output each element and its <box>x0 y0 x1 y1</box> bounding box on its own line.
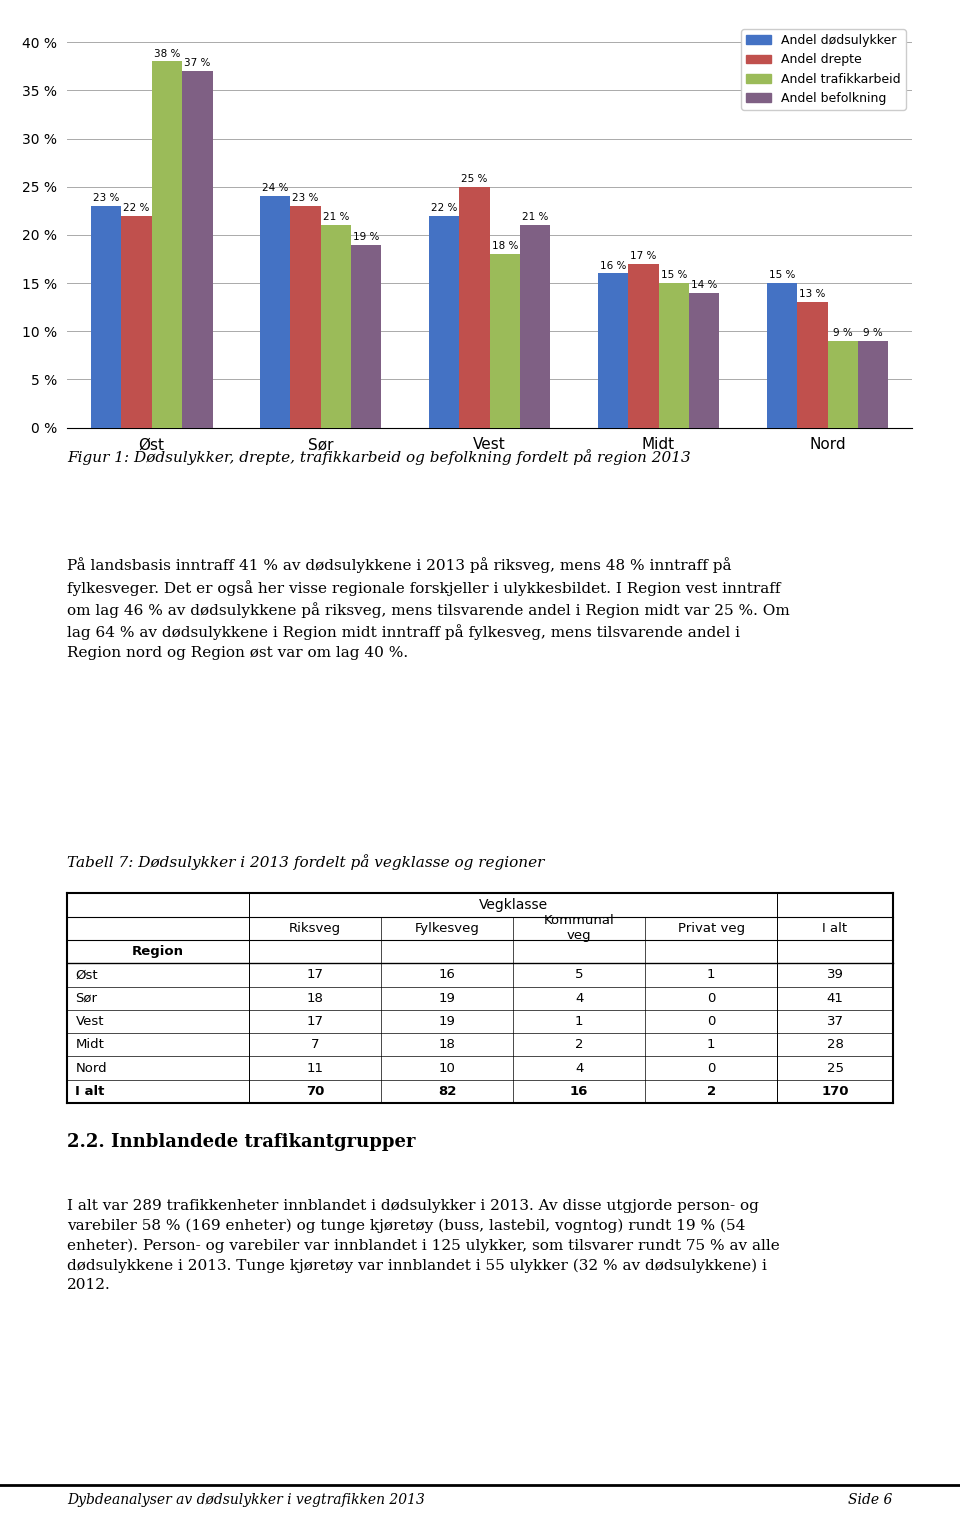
Text: 82: 82 <box>438 1084 456 1098</box>
Text: 19 %: 19 % <box>353 232 379 241</box>
Bar <box>689 293 719 428</box>
Text: 37: 37 <box>827 1015 844 1028</box>
Bar <box>797 302 828 428</box>
Text: 22 %: 22 % <box>431 203 457 212</box>
Text: 17 %: 17 % <box>630 250 657 261</box>
Text: 16: 16 <box>439 968 455 982</box>
Text: 2: 2 <box>707 1084 716 1098</box>
Text: 7: 7 <box>311 1038 319 1051</box>
Text: Vest: Vest <box>76 1015 104 1028</box>
Text: 25: 25 <box>827 1061 844 1075</box>
Text: 22 %: 22 % <box>123 203 150 212</box>
Text: 23 %: 23 % <box>93 192 119 203</box>
Text: Privat veg: Privat veg <box>678 922 745 935</box>
Text: Øst: Øst <box>76 968 98 982</box>
Bar <box>152 61 182 428</box>
Text: Riksveg: Riksveg <box>289 922 341 935</box>
Text: I alt var 289 trafikkenheter innblandet i dødsulykker i 2013. Av disse utgjorde : I alt var 289 trafikkenheter innblandet … <box>67 1199 780 1292</box>
Text: 10: 10 <box>439 1061 455 1075</box>
Text: 1: 1 <box>707 1038 715 1051</box>
Text: Sør: Sør <box>76 991 98 1005</box>
Text: 25 %: 25 % <box>461 174 488 183</box>
Text: 18: 18 <box>306 991 324 1005</box>
Bar <box>121 215 152 428</box>
Text: Midt: Midt <box>76 1038 105 1051</box>
Text: 1: 1 <box>575 1015 584 1028</box>
Text: 11: 11 <box>306 1061 324 1075</box>
Text: 39: 39 <box>827 968 844 982</box>
Text: Fylkesveg: Fylkesveg <box>415 922 479 935</box>
Text: 24 %: 24 % <box>262 183 288 194</box>
Bar <box>767 282 797 428</box>
Text: 13 %: 13 % <box>799 290 826 299</box>
Text: 15 %: 15 % <box>769 270 795 279</box>
Bar <box>459 186 490 428</box>
Text: 19: 19 <box>439 991 455 1005</box>
Text: 2: 2 <box>575 1038 584 1051</box>
Text: 4: 4 <box>575 1061 584 1075</box>
Bar <box>351 244 381 428</box>
Text: 9 %: 9 % <box>863 328 883 337</box>
Text: Figur 1: Dødsulykker, drepte, trafikkarbeid og befolkning fordelt på region 2013: Figur 1: Dødsulykker, drepte, trafikkarb… <box>67 449 691 464</box>
Text: 21 %: 21 % <box>522 212 548 223</box>
Text: 18 %: 18 % <box>492 241 518 252</box>
Text: 41: 41 <box>827 991 844 1005</box>
Bar <box>858 341 888 428</box>
Text: Vegklasse: Vegklasse <box>478 898 547 912</box>
Text: 0: 0 <box>707 991 715 1005</box>
Bar <box>659 282 689 428</box>
Text: 23 %: 23 % <box>292 192 319 203</box>
Text: Tabell 7: Dødsulykker i 2013 fordelt på vegklasse og regioner: Tabell 7: Dødsulykker i 2013 fordelt på … <box>67 855 544 870</box>
Text: Region: Region <box>132 945 184 957</box>
Text: 17: 17 <box>306 968 324 982</box>
Bar <box>91 206 121 428</box>
Bar <box>321 224 351 428</box>
Legend: Andel dødsulykker, Andel drepte, Andel trafikkarbeid, Andel befolkning: Andel dødsulykker, Andel drepte, Andel t… <box>741 29 905 110</box>
Text: 170: 170 <box>821 1084 849 1098</box>
Text: I alt: I alt <box>823 922 848 935</box>
Bar <box>429 215 459 428</box>
Text: 17: 17 <box>306 1015 324 1028</box>
Text: 1: 1 <box>707 968 715 982</box>
Text: 19: 19 <box>439 1015 455 1028</box>
Text: 9 %: 9 % <box>833 328 852 337</box>
Bar <box>290 206 321 428</box>
Text: 0: 0 <box>707 1015 715 1028</box>
Text: 0: 0 <box>707 1061 715 1075</box>
Bar <box>490 253 520 428</box>
Text: 37 %: 37 % <box>184 58 210 69</box>
Text: I alt: I alt <box>76 1084 105 1098</box>
Text: 14 %: 14 % <box>691 279 717 290</box>
Text: 21 %: 21 % <box>323 212 349 223</box>
Text: 28: 28 <box>827 1038 844 1051</box>
Text: 16 %: 16 % <box>600 261 626 270</box>
Text: 70: 70 <box>305 1084 324 1098</box>
Bar <box>260 197 290 428</box>
Text: 16: 16 <box>570 1084 588 1098</box>
Text: Dybdeanalyser av dødsulykker i vegtrafikken 2013: Dybdeanalyser av dødsulykker i vegtrafik… <box>67 1493 425 1507</box>
Text: Side 6: Side 6 <box>849 1493 893 1507</box>
Bar <box>828 341 858 428</box>
Text: 15 %: 15 % <box>660 270 687 279</box>
Text: 38 %: 38 % <box>154 49 180 58</box>
Text: 2.2. Innblandede trafikantgrupper: 2.2. Innblandede trafikantgrupper <box>67 1133 416 1151</box>
Bar <box>182 72 212 428</box>
Bar <box>598 273 628 428</box>
Text: 18: 18 <box>439 1038 455 1051</box>
Text: Nord: Nord <box>76 1061 108 1075</box>
Bar <box>520 224 550 428</box>
Bar <box>628 264 659 428</box>
Text: Kommunal
veg: Kommunal veg <box>543 915 614 942</box>
Text: 4: 4 <box>575 991 584 1005</box>
Text: 5: 5 <box>575 968 584 982</box>
Text: På landsbasis inntraff 41 % av dødsulykkene i 2013 på riksveg, mens 48 % inntraf: På landsbasis inntraff 41 % av dødsulykk… <box>67 557 790 660</box>
